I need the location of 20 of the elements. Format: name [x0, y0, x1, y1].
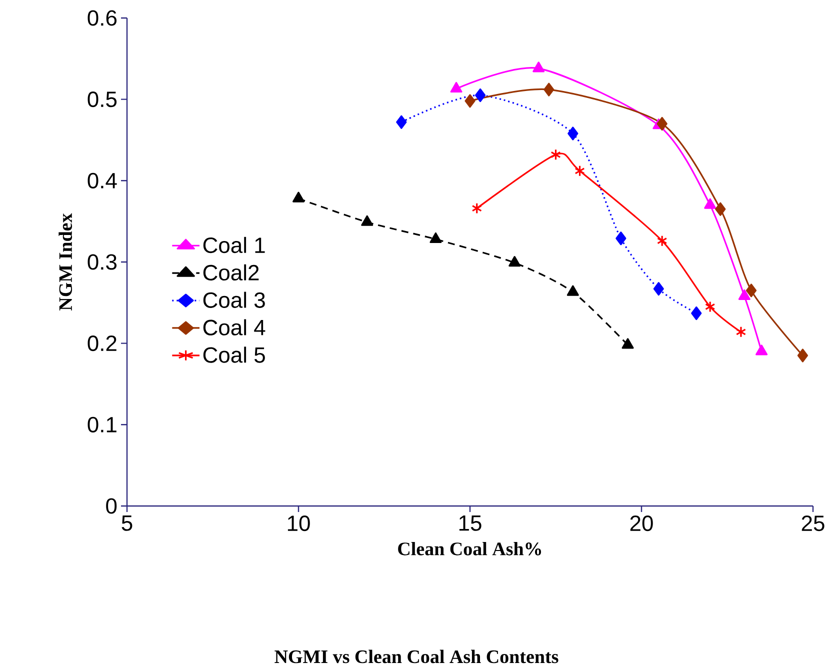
legend-label: Coal 4 — [203, 319, 266, 336]
legend-label: Coal 5 — [203, 346, 265, 363]
x-tick-label: 20 — [630, 516, 653, 532]
y-tick-label: 0.2 — [88, 336, 116, 352]
y-tick-label: 0.5 — [88, 92, 117, 108]
y-axis-title: NGM Index — [58, 213, 72, 310]
legend-label: Coal 1 — [203, 236, 265, 254]
y-tick-label: 0.6 — [88, 10, 117, 26]
y-tick-label: 0.3 — [88, 254, 117, 270]
y-tick-label: 0.1 — [88, 416, 116, 432]
y-tick-label: 0 — [106, 498, 117, 514]
y-tick-label: 0.4 — [88, 172, 117, 188]
x-tick-label: 10 — [288, 516, 310, 532]
x-tick-label: 15 — [459, 516, 482, 531]
text: NGMI vs Clean Coal Ash Contents — [274, 650, 558, 664]
legend-label: Coal2 — [203, 264, 259, 281]
x-tick-label: 5 — [122, 516, 132, 531]
x-axis-title: Clean Coal Ash% — [398, 542, 542, 556]
x-tick-label: 25 — [802, 516, 824, 532]
legend-label: Coal 3 — [203, 292, 265, 308]
